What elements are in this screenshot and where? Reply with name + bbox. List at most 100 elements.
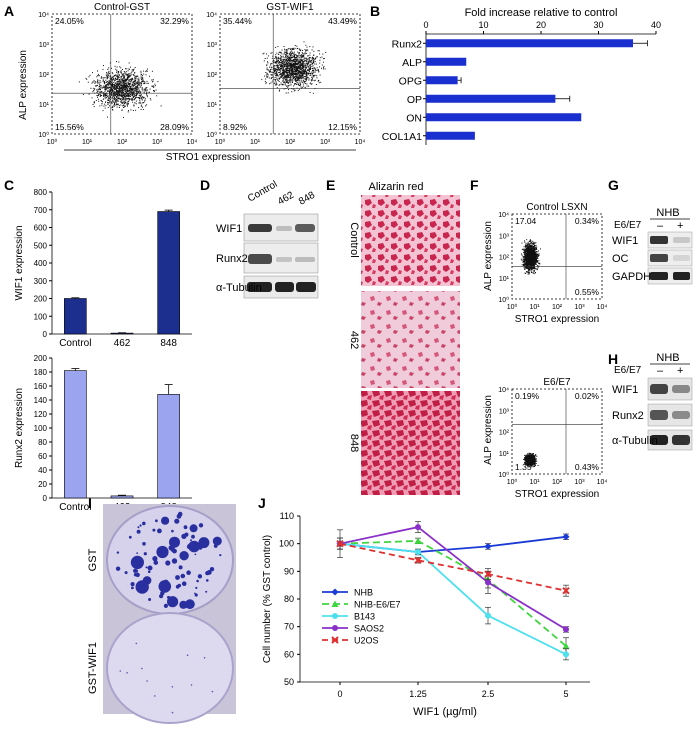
flow-dot: [292, 60, 293, 61]
flow-dot: [131, 79, 132, 80]
flow-dot: [283, 67, 284, 68]
flow-dot: [108, 67, 109, 68]
flow-dot: [153, 87, 154, 88]
flow-dot: [108, 74, 109, 75]
flow-dot: [319, 60, 320, 61]
flow-dot: [147, 83, 148, 84]
flow-dot: [114, 80, 115, 81]
flow-dot: [136, 83, 137, 84]
flow-dot: [297, 80, 298, 81]
flow-dot: [286, 85, 287, 86]
flow-dot: [315, 61, 316, 62]
flow-dot: [117, 104, 118, 105]
flow-dot: [313, 76, 314, 77]
flow-dot: [154, 90, 155, 91]
flow-quadrant-ul: 24.05%: [55, 16, 84, 26]
flow-dot: [296, 84, 297, 85]
flow-dot: [114, 103, 115, 104]
flow-dot: [116, 85, 117, 86]
flow-dot: [148, 83, 149, 84]
flow-dot: [290, 49, 291, 50]
blot-d-band: [296, 282, 316, 292]
flow-dot: [141, 97, 142, 98]
flow-x-tick: 10⁴: [187, 139, 198, 146]
flow-dot: [124, 81, 125, 82]
flow-dot: [306, 60, 307, 61]
flow-dot: [117, 95, 118, 96]
flow-dot: [267, 76, 268, 77]
flow-dot: [278, 63, 279, 64]
flow-dot: [107, 87, 108, 88]
flow-dot: [303, 63, 304, 64]
flow-dot: [302, 50, 303, 51]
flow-dot: [531, 242, 532, 243]
flow-dot: [134, 94, 135, 95]
flow-dot: [301, 67, 302, 68]
panel-letter-e: E: [326, 177, 335, 193]
flow-x-tick: 10³: [574, 304, 585, 311]
flow-dot: [125, 91, 126, 92]
flow-dot: [94, 83, 95, 84]
flow-dot: [286, 82, 287, 83]
panel-b-bar: [426, 95, 555, 103]
blot-d-label-wif1: WIF1: [216, 223, 242, 235]
flow-quadrant-ul: 35.44%: [223, 16, 252, 26]
flow-dot: [136, 103, 137, 104]
flow-dot: [526, 248, 527, 249]
flow-dot: [266, 64, 267, 65]
flow-dot: [534, 245, 535, 246]
flow-dot: [134, 69, 135, 70]
flow-dot: [124, 75, 125, 76]
flow-dot: [116, 91, 117, 92]
flow-dot: [134, 83, 135, 84]
flow-dot: [292, 52, 293, 53]
flow-dot: [532, 268, 533, 269]
flow-dot: [307, 50, 308, 51]
flow-dot: [299, 60, 300, 61]
flow-dot: [303, 84, 304, 85]
flow-dot: [312, 74, 313, 75]
flow-dot: [100, 82, 101, 83]
flow-dot: [298, 62, 299, 63]
flow-dot: [321, 68, 322, 69]
flow-dot: [125, 72, 126, 73]
flow-dot: [523, 260, 524, 261]
flow-dot: [302, 59, 303, 60]
flow-dot: [306, 78, 307, 79]
flow-dot: [135, 97, 136, 98]
flow-dot: [286, 51, 287, 52]
flow-dot: [306, 77, 307, 78]
flow-dot: [317, 56, 318, 57]
flow-dot: [529, 247, 530, 248]
flow-dot: [535, 243, 536, 244]
flow-dot: [289, 74, 290, 75]
flow-dot: [116, 103, 117, 104]
flow-dot: [108, 104, 109, 105]
flow-dot: [124, 71, 125, 72]
flow-dot: [285, 61, 286, 62]
flow-x-tick: 10⁴: [597, 304, 608, 311]
flow-dot: [295, 69, 296, 70]
flow-dot: [529, 250, 530, 251]
flow-dot: [130, 81, 131, 82]
flow-dot: [296, 73, 297, 74]
flow-dot: [294, 54, 295, 55]
flow-dot: [312, 64, 313, 65]
flow-dot: [300, 78, 301, 79]
flow-dot: [276, 82, 277, 83]
flow-dot: [316, 75, 317, 76]
flow-dot: [111, 95, 112, 96]
flow-dot: [534, 253, 535, 254]
flow-dot: [293, 73, 294, 74]
flow-dot: [307, 63, 308, 64]
flow-dot: [90, 88, 91, 89]
flow-dot: [305, 71, 306, 72]
flow-dot: [134, 85, 135, 86]
flow-dot: [538, 260, 539, 261]
flow-dot: [530, 257, 531, 258]
flow-dot: [120, 90, 121, 91]
flow-dot: [306, 80, 307, 81]
flow-dot: [290, 67, 291, 68]
